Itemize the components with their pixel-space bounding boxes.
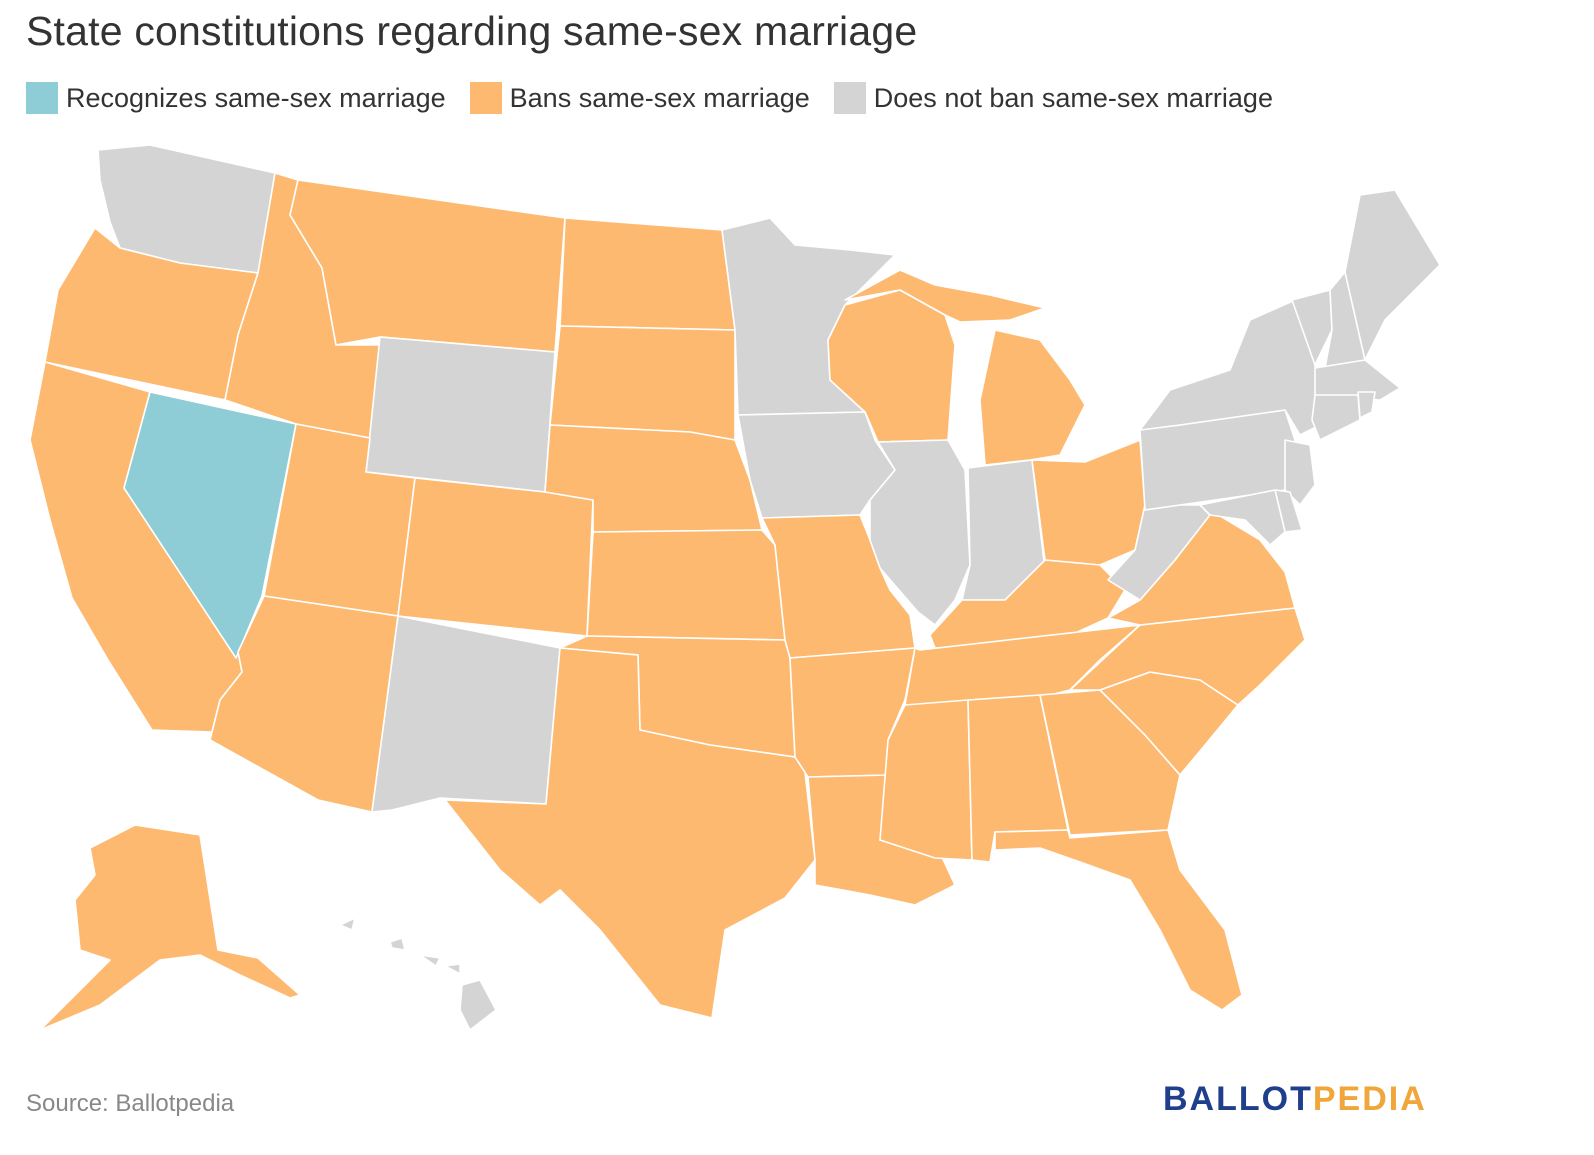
state-NM[interactable] <box>371 615 561 813</box>
legend-item-recognizes: Recognizes same-sex marriage <box>26 82 446 114</box>
legend: Recognizes same-sex marriage Bans same-s… <box>26 82 1297 114</box>
ballotpedia-logo[interactable]: BALLOTPEDIA <box>1163 1080 1427 1119</box>
logo-text-ballot: BALLOT <box>1163 1080 1313 1118</box>
state-MD[interactable] <box>1199 489 1286 546</box>
state-ND[interactable] <box>559 217 736 331</box>
state-HI[interactable] <box>339 917 497 1031</box>
state-MI-UP[interactable] <box>844 269 1046 323</box>
logo-text-pedia: PEDIA <box>1312 1080 1427 1118</box>
state-NY[interactable] <box>1139 299 1321 436</box>
legend-label-does-not-ban: Does not ban same-sex marriage <box>873 82 1273 113</box>
legend-swatch-recognizes <box>26 82 58 114</box>
state-IL[interactable] <box>869 439 971 626</box>
state-MI[interactable] <box>979 329 1086 466</box>
legend-swatch-bans <box>469 82 502 114</box>
state-ME[interactable] <box>1344 189 1441 361</box>
chart-title: State constitutions regarding same-sex m… <box>26 8 918 54</box>
state-CO[interactable] <box>397 477 594 637</box>
us-map <box>29 144 1441 1031</box>
state-NJ[interactable] <box>1284 439 1316 506</box>
state-SD[interactable] <box>549 325 736 441</box>
legend-item-bans: Bans same-sex marriage <box>469 82 810 114</box>
state-RI[interactable] <box>1357 391 1376 419</box>
legend-label-recognizes: Recognizes same-sex marriage <box>66 82 446 113</box>
state-AK[interactable] <box>39 824 301 1031</box>
source-note: Source: Ballotpedia <box>26 1090 235 1117</box>
state-WY[interactable] <box>365 336 556 493</box>
state-MA[interactable] <box>1314 359 1401 401</box>
state-KS[interactable] <box>586 529 786 641</box>
state-KY[interactable] <box>929 559 1126 649</box>
legend-label-bans: Bans same-sex marriage <box>509 82 810 113</box>
state-TX[interactable] <box>444 647 816 1019</box>
state-CT[interactable] <box>1311 394 1361 441</box>
state-MO[interactable] <box>761 514 916 659</box>
legend-swatch-does-not-ban <box>833 82 866 114</box>
legend-item-does-not-ban: Does not ban same-sex marriage <box>833 82 1273 114</box>
state-OH[interactable] <box>1031 439 1146 566</box>
state-FL[interactable] <box>994 829 1243 1011</box>
